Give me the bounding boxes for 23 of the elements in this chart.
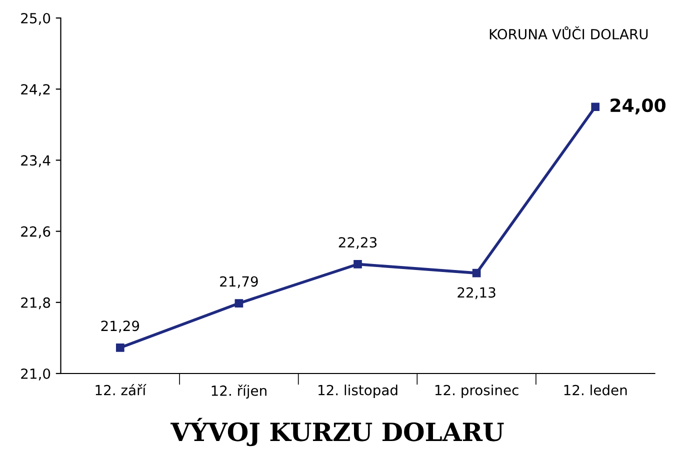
x-tick-label: 12. prosinec — [435, 384, 518, 398]
y-tick-label: 21,0 — [21, 368, 50, 380]
point — [234, 299, 244, 308]
data-label: 24,00 — [610, 98, 666, 114]
point — [116, 344, 124, 352]
data-label: 22,13 — [458, 287, 496, 300]
point — [472, 268, 481, 278]
y-tick-label: 25,0 — [21, 12, 50, 25]
y-tick-label: 23,4 — [21, 155, 50, 168]
y-tick-label: 22,6 — [21, 226, 50, 238]
x-tick-label: 12. leden — [564, 384, 627, 396]
x-tick-label: 12. listopad — [318, 384, 398, 398]
y-tick-label: 21,8 — [21, 297, 50, 310]
data-label: 22,23 — [338, 237, 377, 250]
x-tick-label: 12. říjen — [212, 384, 266, 399]
point — [591, 102, 600, 112]
point — [354, 260, 362, 268]
data-label: 21,79 — [220, 276, 258, 288]
text: VÝVOJ KURZU DOLARU — [170, 418, 504, 446]
annotation: KORUNA VŮČI DOLARU — [490, 26, 648, 40]
x-tick-label: 12. září — [96, 384, 146, 396]
y-tick-label: 24,2 — [21, 84, 50, 96]
data-label: 21,29 — [101, 320, 140, 333]
